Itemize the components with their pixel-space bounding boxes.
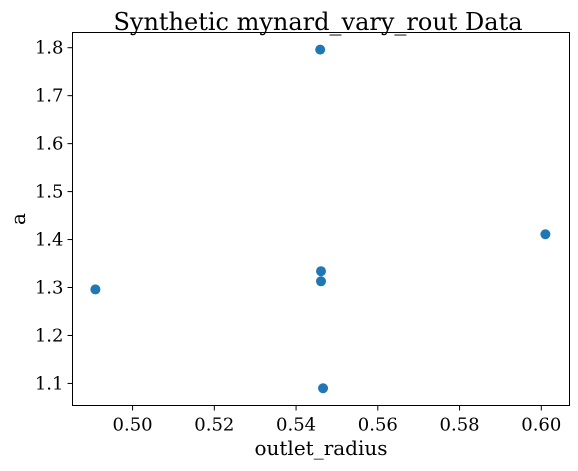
y-tick-label: 1.2 (35, 325, 64, 346)
x-tick-label: 0.60 (521, 415, 561, 436)
x-tick-label: 0.54 (276, 415, 316, 436)
x-tick-label: 0.52 (194, 415, 234, 436)
x-tick-label: 0.58 (440, 415, 480, 436)
x-tick-label: 0.56 (358, 415, 398, 436)
data-points (90, 44, 551, 394)
data-point (318, 383, 329, 394)
data-point (90, 284, 101, 295)
y-tick-label: 1.8 (35, 38, 64, 59)
x-tick-label: 0.50 (113, 415, 153, 436)
y-tick-label: 1.3 (35, 278, 64, 299)
plot-axes (72, 32, 570, 406)
plot-frame (72, 32, 570, 406)
data-point (316, 266, 326, 277)
data-point (316, 276, 326, 287)
y-tick-label: 1.7 (35, 86, 64, 107)
data-point (315, 44, 326, 55)
y-tick-label: 1.6 (35, 134, 64, 155)
y-tick-label: 1.4 (35, 230, 64, 251)
y-tick-label: 1.1 (35, 373, 64, 394)
x-axis-label: outlet_radius (254, 436, 387, 460)
y-axis-label: a (6, 213, 30, 225)
x-axis-ticks: 0.50 0.52 0.54 0.56 0.58 0.60 (113, 405, 561, 436)
data-point (540, 229, 551, 240)
y-axis-ticks: 1.1 1.2 1.3 1.4 1.5 1.6 1.7 1.8 (35, 38, 73, 394)
chart-title: Synthetic mynard_vary_rout Data (113, 8, 522, 36)
y-tick-label: 1.5 (35, 182, 64, 203)
